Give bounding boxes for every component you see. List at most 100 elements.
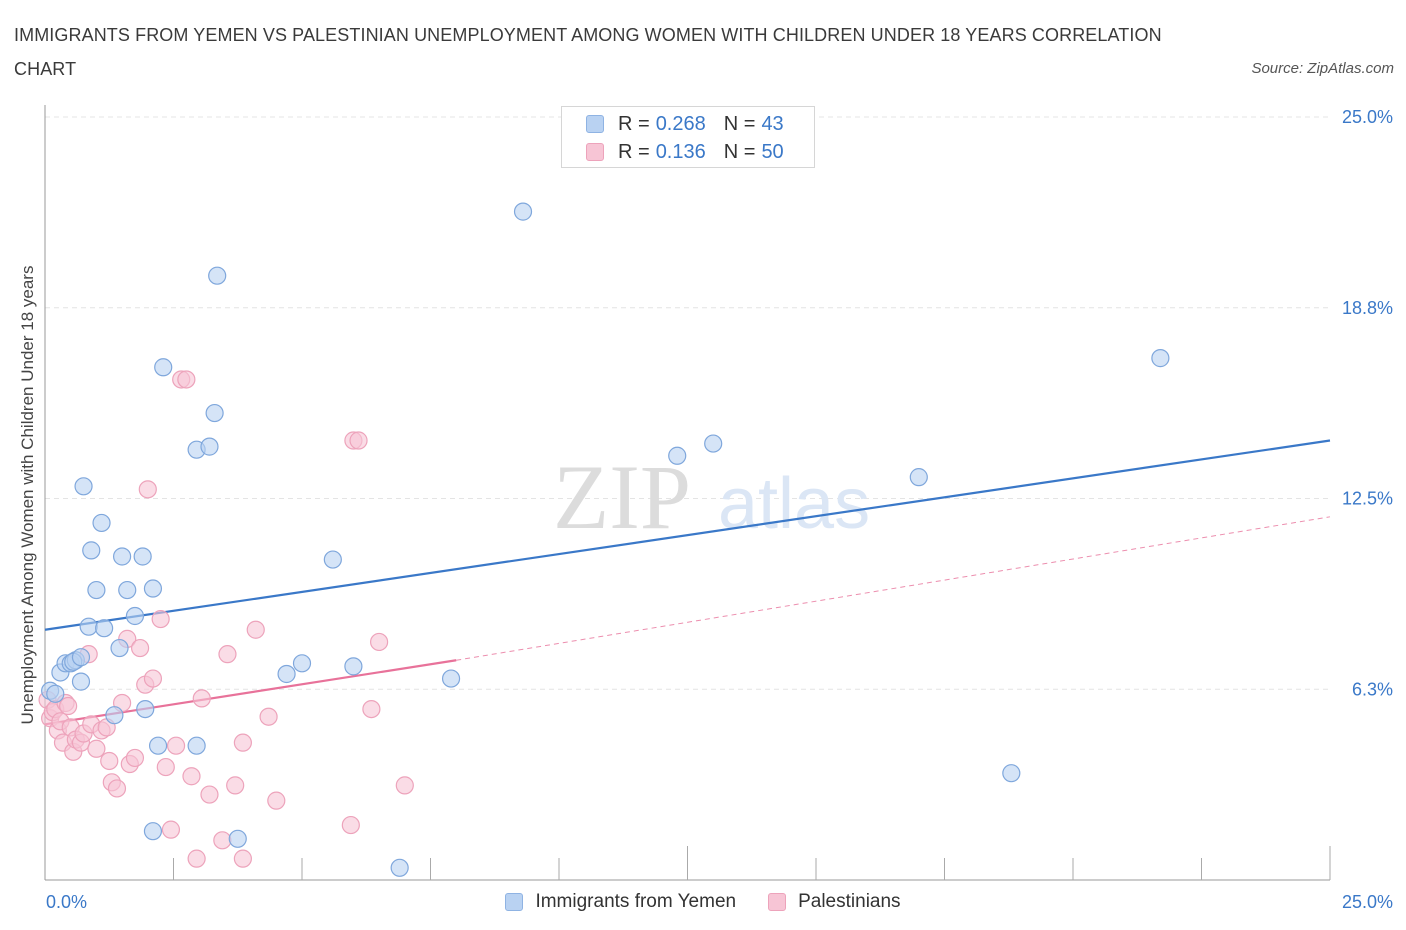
data-point-yemen [187, 736, 206, 755]
data-point-palestinians [349, 431, 368, 450]
data-point-yemen [148, 736, 168, 755]
watermark-zip: ZIP [553, 446, 691, 548]
data-point-yemen [95, 619, 114, 638]
data-point-palestinians [218, 645, 237, 664]
data-point-yemen [441, 669, 461, 688]
stats-legend: R = 0.268 N = 43 R = 0.136 N = 50 [561, 106, 815, 168]
legend-r-value: 0.136 [655, 140, 706, 163]
data-point-yemen [118, 580, 137, 600]
legend-r-value: 0.268 [655, 112, 706, 135]
gridlines [45, 116, 1330, 690]
data-point-yemen [704, 434, 723, 453]
data-point-yemen [79, 617, 98, 636]
data-point-yemen [513, 202, 533, 221]
data-point-yemen [200, 437, 219, 456]
legend-row-palestinians: R = 0.136 N = 50 [586, 140, 784, 164]
data-point-yemen [909, 468, 928, 487]
data-point-palestinians [156, 757, 175, 777]
legend-swatch-pink [586, 143, 604, 161]
series-legend: Immigrants from Yemen Palestinians [0, 888, 1406, 916]
chart-source: Source: ZipAtlas.com [1251, 60, 1394, 77]
data-point-yemen [71, 648, 91, 667]
legend-n-value: 50 [761, 140, 784, 163]
data-point-palestinians [87, 739, 106, 758]
data-point-yemen [668, 446, 687, 465]
y-tick-label: 6.3% [1352, 679, 1393, 699]
x-tick-label: 25.0% [1342, 892, 1393, 912]
data-point-palestinians [161, 820, 181, 839]
data-point-yemen [136, 699, 155, 719]
legend-r-label: R = [618, 140, 650, 163]
data-point-yemen [228, 829, 247, 848]
data-point-palestinians [200, 785, 219, 804]
data-point-yemen [125, 606, 145, 626]
data-point-palestinians [213, 831, 232, 850]
legend-r-label: R = [618, 112, 650, 135]
data-point-yemen [46, 684, 65, 703]
data-point-palestinians [166, 736, 186, 755]
tick-labels: 6.3% 12.5% 18.8% 25.0% 0.0% 25.0% [46, 107, 1393, 912]
legend-swatch-blue [505, 893, 524, 911]
legend-n-label: N = [723, 140, 756, 163]
legend-item-yemen: Immigrants from Yemen [505, 891, 736, 913]
data-point-palestinians [233, 849, 252, 868]
data-point-palestinians [125, 748, 145, 768]
data-point-palestinians [177, 370, 196, 389]
data-point-yemen [133, 547, 152, 566]
data-point-yemen [277, 664, 296, 684]
data-point-yemen [208, 266, 227, 285]
legend-n-label: N = [723, 112, 756, 135]
data-point-yemen [87, 580, 106, 600]
legend-swatch-blue [586, 115, 604, 133]
data-point-palestinians [151, 609, 170, 629]
data-point-palestinians [246, 620, 265, 639]
data-point-palestinians [395, 776, 414, 795]
axes [44, 105, 1331, 881]
data-point-palestinians [182, 767, 201, 786]
data-point-yemen [110, 638, 129, 658]
legend-label-yemen: Immigrants from Yemen [535, 891, 737, 912]
data-point-yemen [292, 654, 312, 673]
legend-swatch-pink [768, 893, 787, 911]
y-tick-label: 18.8% [1342, 298, 1393, 318]
data-point-palestinians [138, 480, 157, 499]
x-tick-label: 0.0% [46, 892, 87, 912]
data-point-palestinians [370, 632, 389, 652]
watermark-atlas: atlas [718, 464, 870, 544]
legend-label-palestinians: Palestinians [798, 891, 901, 912]
data-point-palestinians [362, 699, 381, 719]
y-tick-label: 25.0% [1342, 107, 1393, 127]
data-point-yemen [92, 513, 111, 533]
data-point-palestinians [341, 815, 360, 835]
data-point-palestinians [226, 776, 245, 795]
data-point-palestinians [233, 733, 252, 752]
data-point-yemen [105, 706, 124, 725]
legend-row-yemen: R = 0.268 N = 43 [586, 112, 784, 136]
data-point-palestinians [187, 849, 206, 868]
trend-line-yemen [44, 439, 1331, 631]
data-point-palestinians [59, 696, 78, 716]
y-tick-label: 12.5% [1342, 489, 1393, 509]
series-palestinians [38, 370, 414, 868]
data-point-palestinians [143, 669, 163, 688]
data-point-yemen [143, 822, 163, 841]
data-point-palestinians [192, 689, 211, 708]
data-point-yemen [143, 579, 163, 598]
legend-n-value: 43 [761, 112, 784, 135]
data-point-yemen [205, 403, 224, 423]
data-point-yemen [112, 547, 132, 566]
data-point-palestinians [100, 751, 119, 771]
watermark: ZIP atlas [553, 446, 870, 548]
data-point-yemen [1151, 349, 1170, 368]
trend-line-palestinians-extension [456, 516, 1331, 661]
data-point-palestinians [267, 791, 286, 810]
data-point-yemen [323, 550, 342, 569]
data-point-yemen [82, 541, 101, 560]
data-point-palestinians [130, 638, 150, 658]
data-point-yemen [390, 858, 409, 877]
chart-title: IMMIGRANTS FROM YEMEN VS PALESTINIAN UNE… [14, 25, 1162, 79]
data-point-palestinians [259, 707, 278, 726]
data-point-yemen [154, 358, 173, 377]
data-point-yemen [344, 657, 363, 676]
data-point-yemen [71, 672, 91, 691]
